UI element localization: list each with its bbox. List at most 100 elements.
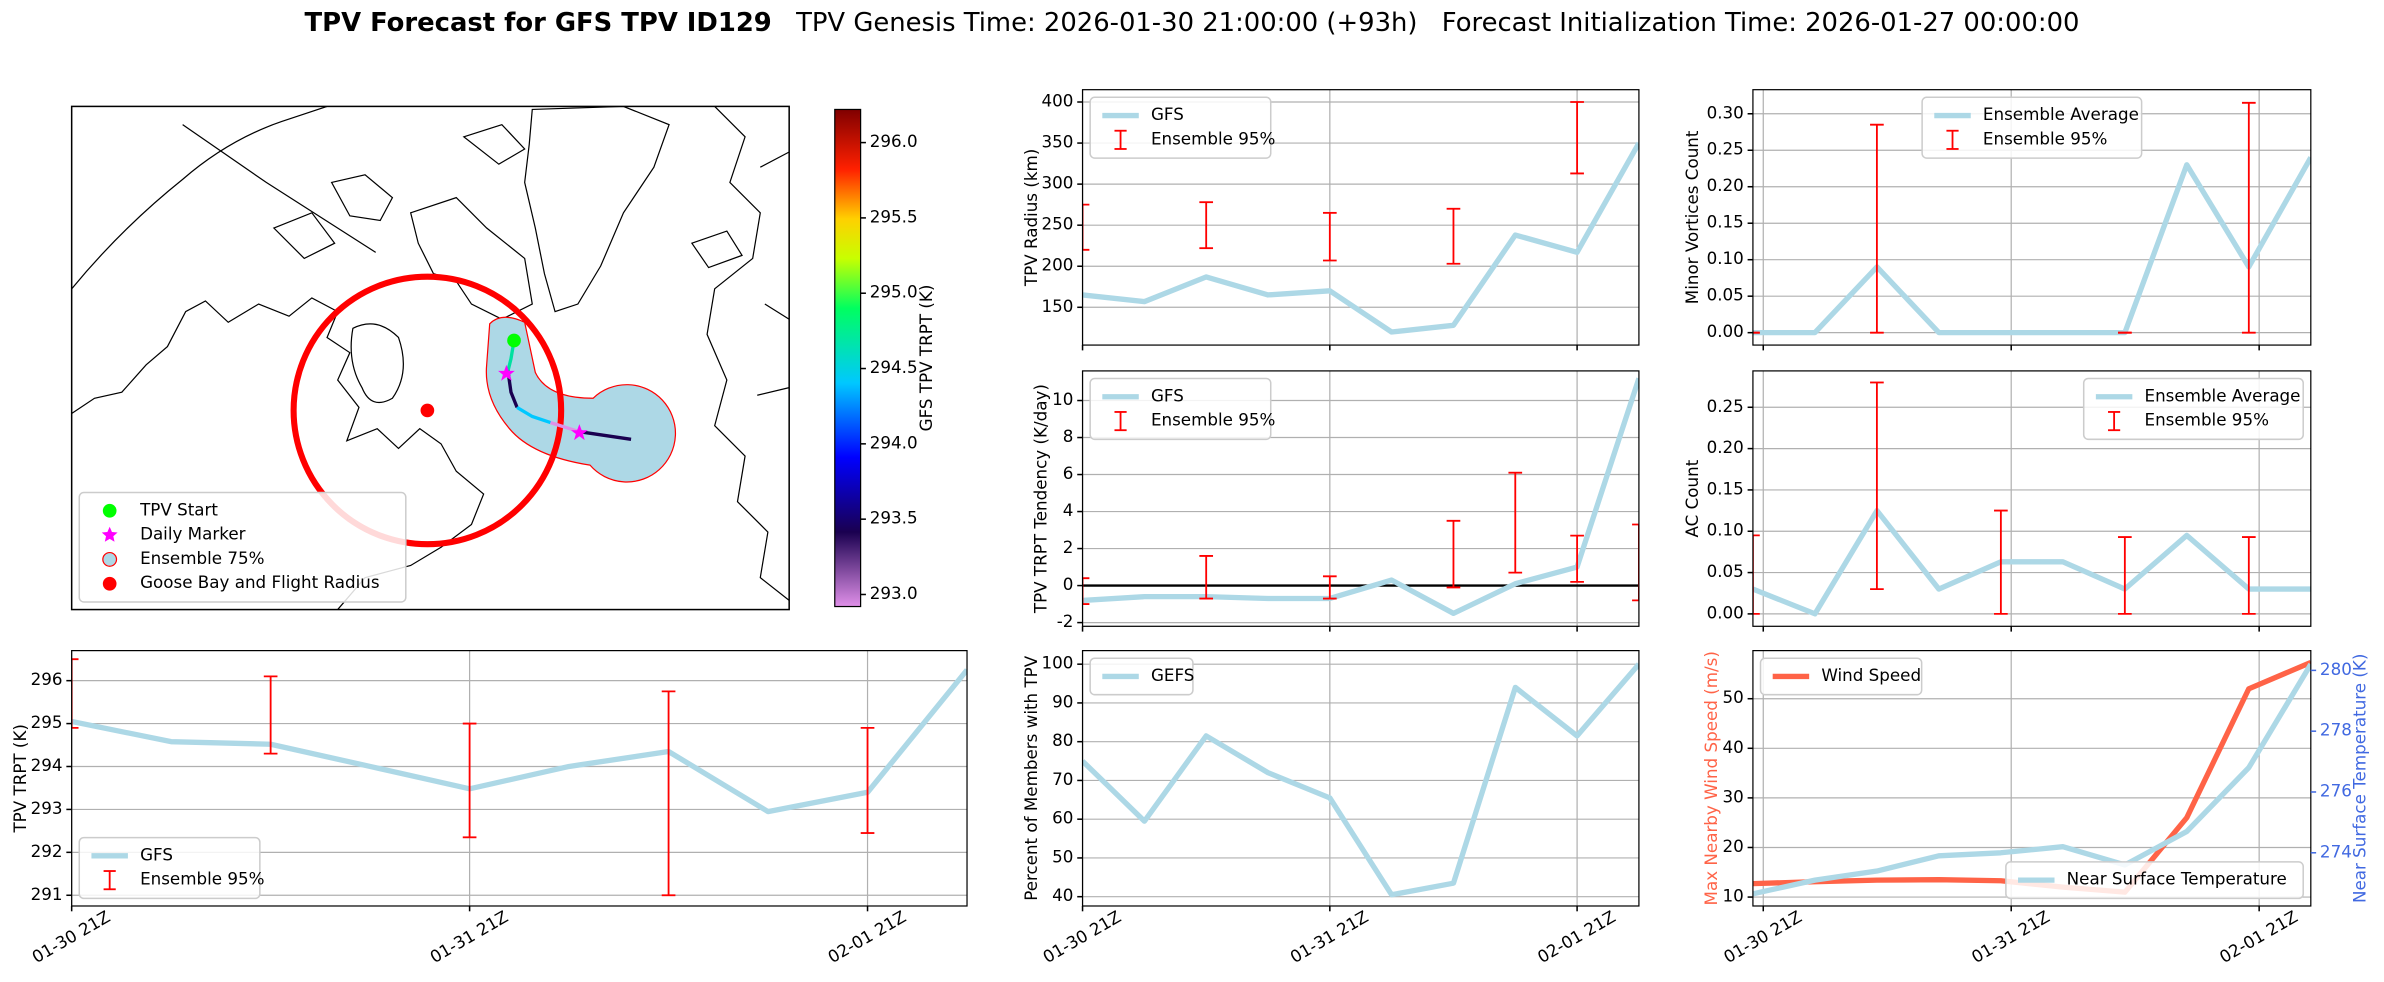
daily-marker	[498, 364, 515, 381]
y-tick-label: 50	[1723, 687, 1744, 707]
y-tick-label: 80	[1052, 730, 1073, 750]
plot-area	[71, 658, 968, 897]
y-tick-label: 30	[1723, 786, 1744, 806]
legend-box	[1921, 96, 2143, 159]
legend-marker	[102, 576, 117, 591]
legend-label: Goose Bay and Flight Radius	[140, 572, 379, 592]
y2-axis-label: Near Surface Temperature (K)	[2349, 654, 2369, 903]
y-tick-label: 0.25	[1707, 139, 1744, 159]
y-tick-label: 10	[1052, 389, 1073, 409]
legend-box	[1089, 96, 1272, 159]
legend-box	[1089, 657, 1194, 696]
y-tick-label: 60	[1052, 808, 1073, 828]
series-line	[71, 668, 968, 815]
colorbar-tick-label: 294.5	[870, 357, 918, 377]
axes-frame	[1752, 370, 2312, 627]
colorbar-tick-label: 295.5	[870, 206, 918, 226]
y-tick-label: 250	[1042, 214, 1074, 234]
y-tick-label: 0	[1063, 574, 1074, 594]
legend-label: Near Surface Temperature	[2067, 869, 2287, 889]
y-tick-label: -2	[1057, 611, 1074, 631]
legend-label: TPV Start	[139, 499, 218, 519]
track	[516, 405, 552, 425]
y-axis-label: TPV TRPT Tendency (K/day)	[1031, 384, 1051, 614]
y-axis-label: TPV Radius (km)	[1021, 149, 1041, 287]
y-tick-label: 0.10	[1707, 248, 1744, 268]
y-tick-label: 90	[1052, 691, 1073, 711]
y-axis-label: Minor Vortices Count	[1682, 130, 1702, 304]
legend-box	[1759, 657, 1923, 696]
legend-marker	[102, 551, 118, 567]
y-tick-label: 150	[1042, 296, 1074, 316]
plot-area	[1752, 381, 2311, 617]
y-tick-label: 10	[1723, 886, 1744, 906]
daily-marker	[571, 424, 588, 441]
title-genesis: TPV Genesis Time: 2026-01-30 21:00:00 (+…	[795, 7, 1417, 37]
legend-label: Ensemble 95%	[140, 869, 264, 889]
y-axis-label: AC Count	[1682, 459, 1702, 537]
legend-label: Ensemble 75%	[140, 548, 264, 568]
legend-label: Ensemble 95%	[1151, 128, 1275, 148]
y-tick-label: 296	[31, 669, 63, 689]
y-tick-label: 0.10	[1707, 520, 1744, 540]
legend-box	[2005, 861, 2304, 900]
plot-area	[1082, 377, 1639, 617]
y-tick-label: 0.20	[1707, 437, 1744, 457]
legend-label: GEFS	[1151, 665, 1194, 685]
map-basemap	[71, 106, 790, 610]
legend-label: Ensemble 95%	[1983, 128, 2107, 148]
tpv-start	[507, 333, 521, 348]
y-axis-label: Percent of Members with TPV	[1021, 655, 1041, 901]
legend-box	[2082, 377, 2304, 441]
y-tick-label: 0.25	[1707, 396, 1744, 416]
y-tick-label: 6	[1063, 463, 1074, 483]
y-tick-label: 0.05	[1707, 561, 1744, 581]
legend-label: Ensemble 95%	[2145, 410, 2269, 430]
y-tick-label: 100	[1042, 653, 1074, 673]
y-tick-label: 293	[31, 798, 63, 818]
series-line	[1082, 141, 1639, 335]
y2-tick-label: 274	[2320, 841, 2352, 861]
flight-radius	[290, 273, 565, 548]
colorbar-tick-label: 293.0	[870, 583, 918, 603]
legend-label: GFS	[1151, 385, 1184, 405]
y-tick-label: 2	[1063, 537, 1074, 557]
legend-box	[78, 491, 407, 603]
legend-label: GFS	[140, 844, 173, 864]
series-line	[1082, 662, 1639, 898]
y-tick-label: 0.15	[1707, 478, 1744, 498]
legend-label: Ensemble Average	[2145, 385, 2301, 405]
series-line	[1752, 662, 2311, 897]
title-init: Forecast Initialization Time: 2026-01-27…	[1442, 7, 2080, 37]
series-line	[1082, 377, 1639, 617]
y-tick-label: 4	[1063, 500, 1074, 520]
axes-frame	[1081, 89, 1640, 346]
y-tick-label: 292	[31, 841, 63, 861]
plot-area	[1082, 101, 1639, 335]
track	[579, 430, 632, 441]
y-tick-label: 300	[1042, 173, 1074, 193]
y-tick-label: 294	[31, 755, 63, 775]
axes-frame	[1081, 370, 1640, 627]
plot-area	[1082, 662, 1639, 898]
y-axis-label: Max Nearby Wind Speed (m/s)	[1701, 651, 1721, 905]
goose-bay	[420, 403, 435, 418]
y2-tick-label: 278	[2320, 720, 2352, 740]
legend-marker	[102, 503, 117, 518]
colorbar	[834, 108, 862, 608]
y-axis-label: TPV TRPT (K)	[10, 724, 30, 834]
ensemble-swath	[485, 316, 677, 483]
y-tick-label: 40	[1052, 885, 1073, 905]
y-tick-label: 350	[1042, 132, 1074, 152]
y2-tick-label: 276	[2320, 780, 2352, 800]
legend-label: Wind Speed	[1821, 665, 1921, 685]
legend-label: GFS	[1151, 104, 1184, 124]
legend-box	[78, 836, 261, 900]
y-tick-label: 20	[1723, 836, 1744, 856]
figure-title: TPV Forecast for GFS TPV ID129 TPV Genesi…	[305, 7, 2080, 37]
title-main: TPV Forecast for GFS TPV ID129	[305, 7, 772, 37]
colorbar-tick-label: 293.5	[870, 508, 918, 528]
colorbar-tick-label: 295.0	[870, 282, 918, 302]
colorbar-label: GFS TPV TRPT (K)	[916, 285, 936, 432]
